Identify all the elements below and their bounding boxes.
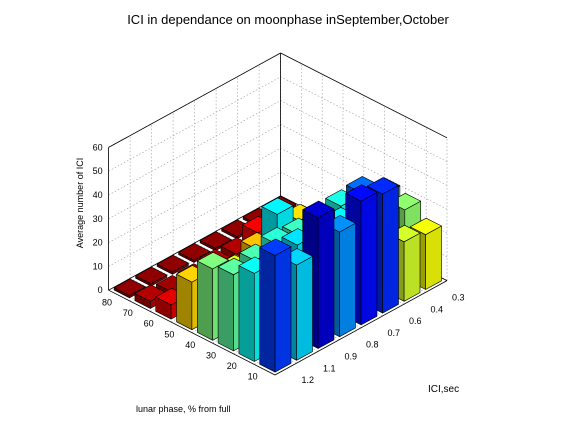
wall-gridline <box>108 100 448 196</box>
bar-top <box>409 217 442 235</box>
bar-top <box>345 184 378 202</box>
bar <box>197 252 229 341</box>
x-tick-label: 0.3 <box>452 293 465 303</box>
x-tick-label: 1.1 <box>323 363 336 373</box>
bar-side <box>259 247 276 373</box>
x-tick-label: 0.7 <box>387 328 400 338</box>
y-axis-label: lunar phase, % from full <box>136 404 231 414</box>
axis-line <box>274 280 448 376</box>
x-tick-label: 0.8 <box>366 340 379 350</box>
bar-side <box>238 265 255 362</box>
bar-side <box>217 266 234 352</box>
bar-top <box>302 200 335 218</box>
z-tick-label: 20 <box>93 238 103 248</box>
bar-front <box>425 225 442 290</box>
y-tick-label: 70 <box>123 308 133 318</box>
bar-front <box>339 222 356 338</box>
z-tick-label: 10 <box>93 261 103 271</box>
x-tick-label: 1.2 <box>301 375 314 385</box>
bar-front <box>296 256 313 361</box>
bar-top <box>178 243 211 261</box>
bar <box>259 238 292 373</box>
bar-front <box>403 232 421 302</box>
y-tick-label: 10 <box>248 372 258 382</box>
y-tick-label: 80 <box>102 298 112 308</box>
z-tick-label: 50 <box>93 166 103 176</box>
y-tick-label: 40 <box>185 340 195 350</box>
wall-gridline <box>108 76 448 172</box>
y-tick-label: 20 <box>227 361 237 371</box>
bar <box>135 266 168 287</box>
chart-title: ICI in dependance on moonphase inSeptemb… <box>127 12 449 27</box>
bar-front <box>274 246 292 373</box>
x-tick-label: 0.6 <box>409 316 422 326</box>
tick-labels: 0.3 0.4 0.6 0.7 0.8 0.9 1.1 1.2 10 20 30 40 50 60 70 80… <box>93 142 465 385</box>
z-tick-label: 40 <box>93 190 103 200</box>
y-tick-label: 30 <box>206 351 216 361</box>
x-tick-label: 0.4 <box>430 304 443 314</box>
bar-front <box>317 208 335 349</box>
bar-top <box>261 197 294 215</box>
bar-top <box>199 231 232 249</box>
bar-front <box>360 192 378 326</box>
axis-line <box>108 289 276 376</box>
bar-top <box>366 177 399 195</box>
bars <box>113 176 442 373</box>
bar-top <box>113 278 146 296</box>
z-tick-label: 60 <box>93 142 103 152</box>
bar-front <box>382 185 399 314</box>
axis-line <box>280 52 448 139</box>
bar-top <box>259 238 292 256</box>
wall-gridline <box>108 52 448 148</box>
y-tick-label: 50 <box>164 329 174 339</box>
z-axis-label: Average number of ICI <box>75 158 85 248</box>
bar <box>156 255 189 275</box>
x-tick-label: 0.9 <box>344 352 357 362</box>
bar-top <box>135 266 168 285</box>
z-tick-label: 30 <box>93 214 103 224</box>
x-axis-label: ICI,sec <box>428 384 459 395</box>
axis-line <box>108 195 281 291</box>
bar-side <box>176 273 193 331</box>
bar-side <box>197 260 213 341</box>
z-tick-label: 0 <box>98 285 103 295</box>
axis-line <box>108 52 281 148</box>
bar-top <box>156 255 189 273</box>
bar-top <box>197 252 229 270</box>
y-tick-label: 60 <box>144 319 154 329</box>
